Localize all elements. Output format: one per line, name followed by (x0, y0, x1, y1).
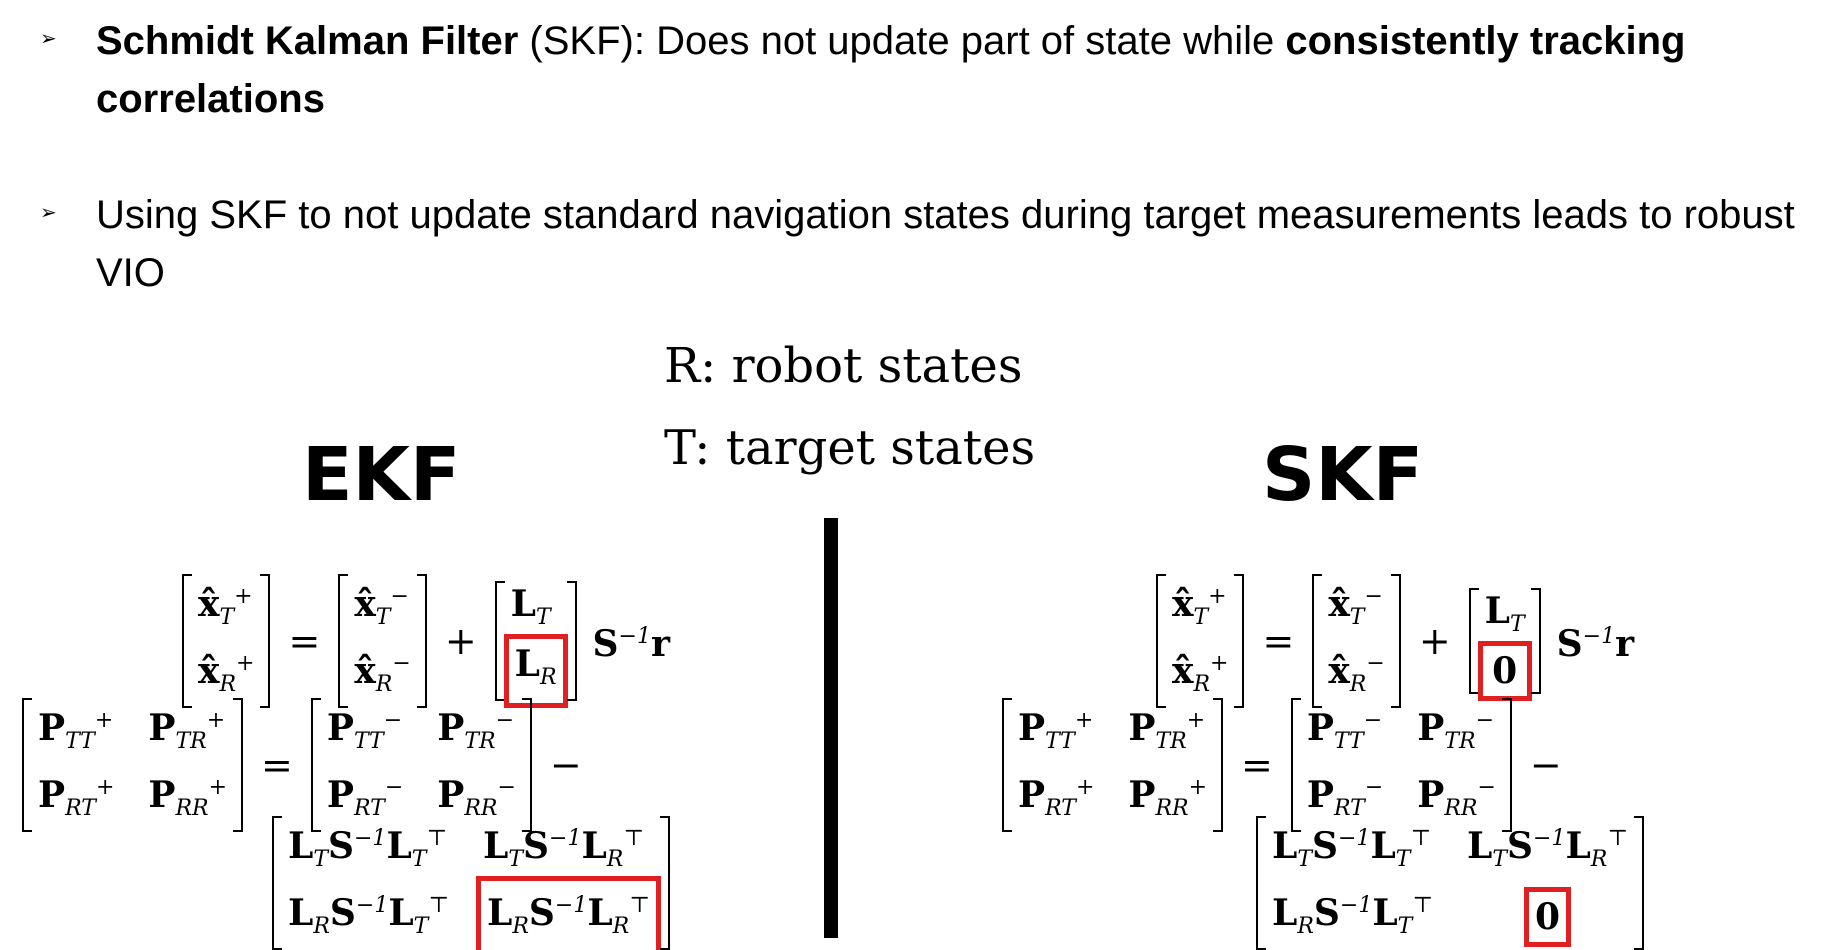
ekf-gain-vector: LT LR (494, 581, 577, 709)
bullet-bold-term: Schmidt Kalman Filter (96, 19, 519, 63)
ekf-gain-robot-highlight: LR (503, 634, 568, 709)
skf-prior-state-vector: x̂T− x̂R− (1312, 574, 1401, 709)
ekf-prior-covariance: PTT− PTR− PRT− PRR− (310, 698, 532, 833)
bullet-bold-phrase: consistently tracking correlations (96, 19, 1686, 121)
legend-target-states: T: target states (664, 420, 1036, 476)
skf-prior-covariance: PTT− PTR− PRT− PRR− (1290, 698, 1512, 833)
skf-gain-zero-highlight: 0 (1477, 641, 1532, 702)
skf-heading: SKF (1262, 432, 1424, 518)
ekf-posterior-covariance: PTT+ PTR+ PRT+ PRR+ (22, 698, 244, 833)
skf-posterior-state-vector: x̂T+ x̂R+ (1156, 574, 1245, 709)
skf-gain-vector: LT 0 (1468, 588, 1541, 702)
ekf-robot-robot-highlight: LRS−1LR⊤ (476, 876, 661, 950)
skf-correction-matrix: LTS−1LT⊤ LTS−1LR⊤ LRS−1LT⊤ 0 (1250, 816, 1650, 950)
ekf-state-update-equation: x̂T+ x̂R+ = x̂T− x̂R− + LT LR S−1r (176, 574, 670, 709)
legend-robot-states: R: robot states (664, 338, 1023, 394)
bullet-normal-text: (SKF): Does not update part of state whi… (518, 19, 1286, 63)
bullet-arrow-icon: ➢ (40, 202, 57, 224)
ekf-heading: EKF (302, 432, 461, 518)
ekf-covariance-update-equation: PTT+ PTR+ PRT+ PRR+ = PTT− PTR− PRT− PRR… (16, 698, 594, 833)
panel-divider (824, 518, 838, 938)
bullet-text: Schmidt Kalman Filter (SKF): Does not up… (96, 12, 1800, 128)
skf-state-update-equation: x̂T+ x̂R+ = x̂T− x̂R− + LT 0 S−1r (1150, 574, 1634, 709)
bullet-arrow-icon: ➢ (40, 28, 57, 50)
skf-robot-robot-zero-highlight: 0 (1524, 886, 1572, 947)
ekf-prior-state-vector: x̂T− x̂R− (338, 574, 427, 709)
ekf-correction-matrix: LTS−1LT⊤ LTS−1LR⊤ LRS−1LT⊤ LRS−1LR⊤ (266, 816, 676, 950)
skf-posterior-covariance: PTT+ PTR+ PRT+ PRR+ (1002, 698, 1224, 833)
bullet-text: Using SKF to not update standard navigat… (96, 193, 1795, 295)
ekf-posterior-state-vector: x̂T+ x̂R+ (182, 574, 271, 709)
skf-covariance-update-equation: PTT+ PTR+ PRT+ PRR+ = PTT− PTR− PRT− PRR… (996, 698, 1574, 833)
